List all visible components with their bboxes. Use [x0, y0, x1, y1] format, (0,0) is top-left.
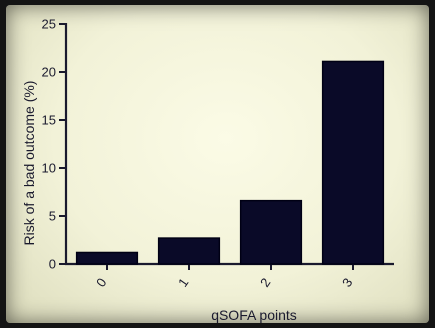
bar-1: [157, 237, 221, 265]
y-tick-label: 5: [49, 209, 56, 224]
bars: [75, 60, 385, 265]
x-axis: 0 1 2 3: [65, 262, 394, 290]
x-tick-label: 0: [93, 275, 109, 290]
y-tick-label: 25: [42, 17, 56, 32]
x-tick-label: 1: [175, 275, 191, 290]
x-tick-label: 3: [339, 275, 355, 290]
bar-3: [321, 60, 385, 265]
y-tick-label: 15: [42, 113, 56, 128]
y-tick-label: 0: [49, 257, 56, 272]
x-tick-label: 2: [257, 275, 273, 290]
y-tick-label: 10: [42, 161, 56, 176]
y-tick-label: 20: [42, 65, 56, 80]
x-axis-title: qSOFA points: [211, 307, 297, 323]
bar-0: [75, 251, 139, 265]
bar-2: [239, 199, 303, 265]
y-axis-title: Risk of a bad outcome (%): [21, 81, 37, 246]
y-axis: 0 5 10 15 20 25: [42, 17, 68, 272]
